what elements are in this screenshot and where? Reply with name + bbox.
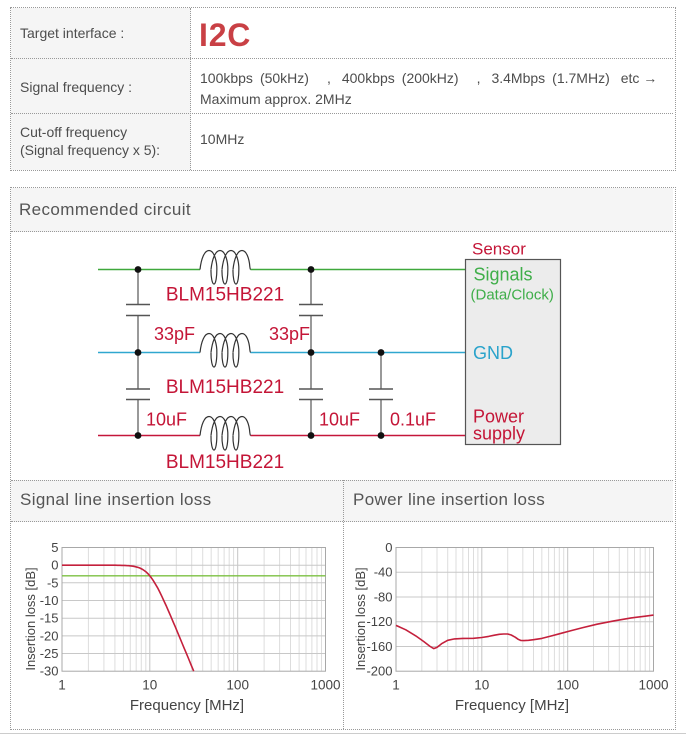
svg-text:Insertion loss [dB]: Insertion loss [dB] [353,567,368,670]
svg-text:1000: 1000 [310,678,340,693]
svg-text:Sensor: Sensor [472,240,526,259]
svg-text:0: 0 [385,540,392,555]
svg-text:-160: -160 [366,639,392,654]
svg-text:-120: -120 [366,614,392,629]
svg-text:GND: GND [473,343,513,363]
svg-text:BLM15HB221: BLM15HB221 [166,377,284,398]
svg-text:-20: -20 [40,628,59,643]
svg-text:BLM15HB221: BLM15HB221 [166,285,284,306]
svg-text:Frequency [MHz]: Frequency [MHz] [455,697,569,714]
svg-text:Insertion loss [dB]: Insertion loss [dB] [23,567,38,670]
svg-text:100: 100 [556,678,579,693]
svg-text:33pF: 33pF [154,324,195,344]
svg-text:1: 1 [58,678,66,693]
svg-text:-10: -10 [40,593,59,608]
svg-text:BLM15HB221: BLM15HB221 [166,452,284,473]
svg-text:0: 0 [51,558,58,573]
svg-text:-25: -25 [40,646,59,661]
svg-text:5: 5 [51,540,58,555]
svg-text:10uF: 10uF [146,410,187,430]
svg-text:10: 10 [142,678,157,693]
svg-text:Power: Power [473,407,524,427]
svg-text:(Data/Clock): (Data/Clock) [471,287,554,304]
svg-text:-30: -30 [40,664,59,679]
svg-text:1000: 1000 [638,678,668,693]
svg-text:supply: supply [473,424,525,444]
svg-text:1: 1 [392,678,400,693]
svg-text:100: 100 [226,678,249,693]
svg-text:33pF: 33pF [269,324,310,344]
svg-text:10uF: 10uF [319,410,360,430]
svg-text:Signals: Signals [474,265,533,285]
svg-text:0.1uF: 0.1uF [390,410,436,430]
svg-text:-5: -5 [47,575,59,590]
svg-text:-80: -80 [374,590,393,605]
svg-text:-40: -40 [374,565,393,580]
svg-text:10: 10 [474,678,489,693]
svg-text:-15: -15 [40,611,59,626]
svg-text:Frequency [MHz]: Frequency [MHz] [130,697,244,714]
svg-text:-200: -200 [366,664,392,679]
